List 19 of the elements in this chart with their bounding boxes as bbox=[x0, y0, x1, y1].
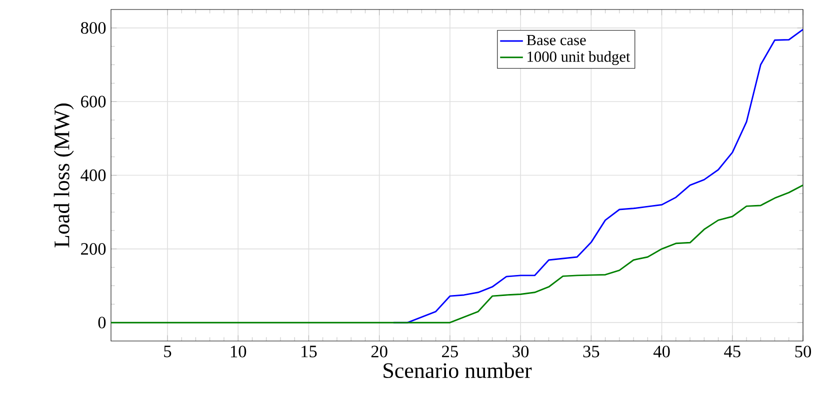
x-tick-label: 10 bbox=[230, 346, 246, 358]
x-tick-label: 15 bbox=[302, 346, 317, 358]
x-tick-label: 35 bbox=[583, 346, 600, 358]
x-tick-label: 5 bbox=[164, 346, 172, 358]
x-tick-label: 25 bbox=[442, 346, 458, 358]
y-tick-label: 0 bbox=[98, 316, 106, 328]
y-tick-label: 600 bbox=[81, 96, 106, 108]
y-tick-label: 400 bbox=[80, 169, 106, 182]
legend-label: Base case bbox=[526, 35, 586, 46]
x-tick-label: 30 bbox=[512, 346, 529, 358]
legend-label: 1000 unit budget bbox=[528, 51, 630, 66]
x-tick-label: 20 bbox=[371, 346, 388, 358]
x-tick-label: 40 bbox=[653, 346, 670, 358]
y-tick-label: 200 bbox=[81, 243, 106, 255]
y-axis-title: Load loss (MW) bbox=[54, 104, 74, 248]
x-tick-label: 45 bbox=[724, 346, 740, 358]
x-tick-label: 50 bbox=[795, 346, 812, 358]
x-axis-title: Scenario number bbox=[384, 362, 532, 378]
y-tick-label: 800 bbox=[80, 22, 106, 34]
